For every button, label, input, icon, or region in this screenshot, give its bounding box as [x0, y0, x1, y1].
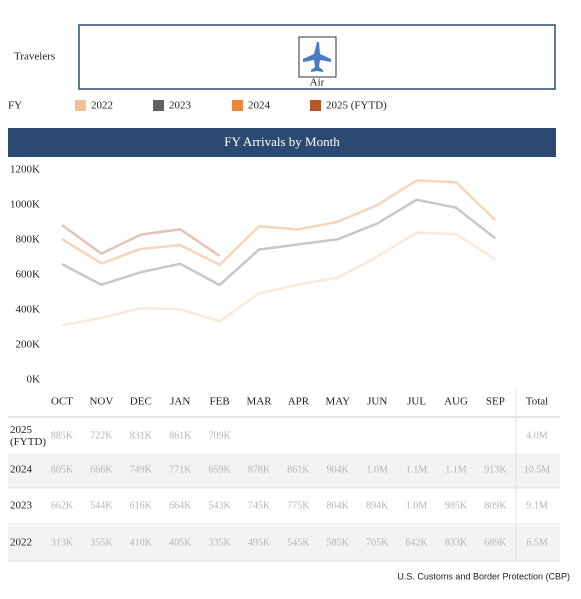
table-cell: 1.1M [406, 464, 428, 475]
row-total: 4.0M [526, 430, 548, 441]
x-tick-label: JAN [170, 396, 190, 408]
table-cell: 664K [169, 500, 192, 511]
table-cell: 1.0M [406, 500, 428, 511]
row-band [8, 526, 560, 561]
table-cell: 904K [327, 464, 350, 475]
table-cell: 1.1M [445, 464, 467, 475]
row-total: 10.5M [524, 464, 551, 475]
x-tick-label: MAY [325, 396, 350, 408]
y-tick-label: 1200K [10, 164, 40, 176]
row-label-line: (FYTD) [10, 436, 46, 448]
x-tick-label: JUN [367, 396, 387, 408]
row-total: 9.1M [526, 500, 548, 511]
table-cell: 722K [90, 430, 113, 441]
air-button[interactable]: Air [298, 36, 337, 89]
table-cell: 689K [484, 537, 507, 548]
filter-option[interactable]: Air [310, 77, 325, 89]
legend-swatch[interactable] [153, 100, 164, 111]
source: U.S. Customs and Border Protection (CBP) [397, 571, 570, 581]
table-cell: 771K [169, 464, 192, 475]
table-cell: 805K [51, 464, 74, 475]
x-tick-label: FEB [210, 396, 230, 408]
y-tick-label: 200K [16, 339, 41, 351]
table-cell: 666K [90, 464, 113, 475]
table-cell: 745K [248, 500, 271, 511]
table-cell: 749K [130, 464, 153, 475]
y-tick-label: 800K [16, 234, 41, 246]
table-cell: 913K [484, 464, 507, 475]
y-tick-label: 1000K [10, 199, 40, 211]
table-cell: 878K [248, 464, 271, 475]
table-cell: 1.0M [366, 464, 388, 475]
legend-swatch[interactable] [232, 100, 243, 111]
total-header: Total [526, 396, 548, 408]
series-line [61, 179, 497, 267]
table-cell: 894K [366, 500, 389, 511]
x-tick-label: NOV [89, 396, 113, 408]
legend-label: 2024 [248, 100, 271, 112]
x-tick-label: APR [288, 396, 310, 408]
legend-swatch[interactable] [310, 100, 321, 111]
x-tick-label: MAR [246, 396, 272, 408]
table-cell: 616K [130, 500, 153, 511]
series-line [61, 231, 497, 327]
legend-title: FY [8, 100, 22, 112]
table-cell: 842K [405, 537, 428, 548]
legend-swatch[interactable] [75, 100, 86, 111]
legend-label: 2023 [169, 100, 192, 112]
table-cell: 544K [90, 500, 113, 511]
table-cell: 659K [208, 464, 231, 475]
series-line [61, 224, 221, 257]
table-cell: 543K [208, 500, 231, 511]
row-label: 2022 [10, 537, 32, 549]
row-label: 2023 [10, 500, 33, 512]
x-tick-label: AUG [444, 396, 468, 408]
legend-label: 2022 [91, 100, 113, 112]
y-tick-label: 400K [16, 304, 41, 316]
row-label-line: 2025 [10, 424, 33, 436]
table-cell: 809K [484, 500, 507, 511]
series-line [61, 198, 497, 287]
row-total: 6.5M [526, 537, 548, 548]
chart-title: FY Arrivals by Month [224, 134, 340, 149]
table-cell: 495K [248, 537, 271, 548]
row-label: 2025 (FYTD) [10, 424, 46, 448]
y-tick-label: 0K [27, 374, 41, 386]
legend-label: 2025 (FYTD) [326, 100, 387, 112]
table-cell: 545K [287, 537, 310, 548]
y-tick-label: 600K [16, 269, 41, 281]
table-cell: 833K [445, 537, 468, 548]
table-cell: 335K [208, 537, 231, 548]
row-label: 2024 [10, 464, 33, 476]
x-tick-label: OCT [51, 396, 73, 408]
title-bar [8, 128, 556, 157]
table-cell: 355K [90, 537, 113, 548]
table-cell: 804K [327, 500, 350, 511]
x-tick-label: JUL [407, 396, 426, 408]
table-cell: 831K [130, 430, 153, 441]
table-cell: 861K [287, 464, 310, 475]
table-cell: 405K [169, 537, 192, 548]
x-tick-label: SEP [486, 396, 505, 408]
table-cell: 885K [51, 430, 74, 441]
filter-label: Travelers [14, 51, 55, 63]
x-tick-label: DEC [130, 396, 152, 408]
table-cell: 861K [169, 430, 192, 441]
table-cell: 585K [327, 537, 350, 548]
table-cell: 313K [51, 537, 74, 548]
table-cell: 705K [366, 537, 389, 548]
row-band [8, 453, 560, 488]
plane-icon [303, 42, 331, 72]
table-cell: 662K [51, 500, 74, 511]
table-cell: 985K [445, 500, 468, 511]
table-cell: 775K [287, 500, 310, 511]
table-cell: 709K [208, 430, 231, 441]
table-cell: 410K [130, 537, 153, 548]
